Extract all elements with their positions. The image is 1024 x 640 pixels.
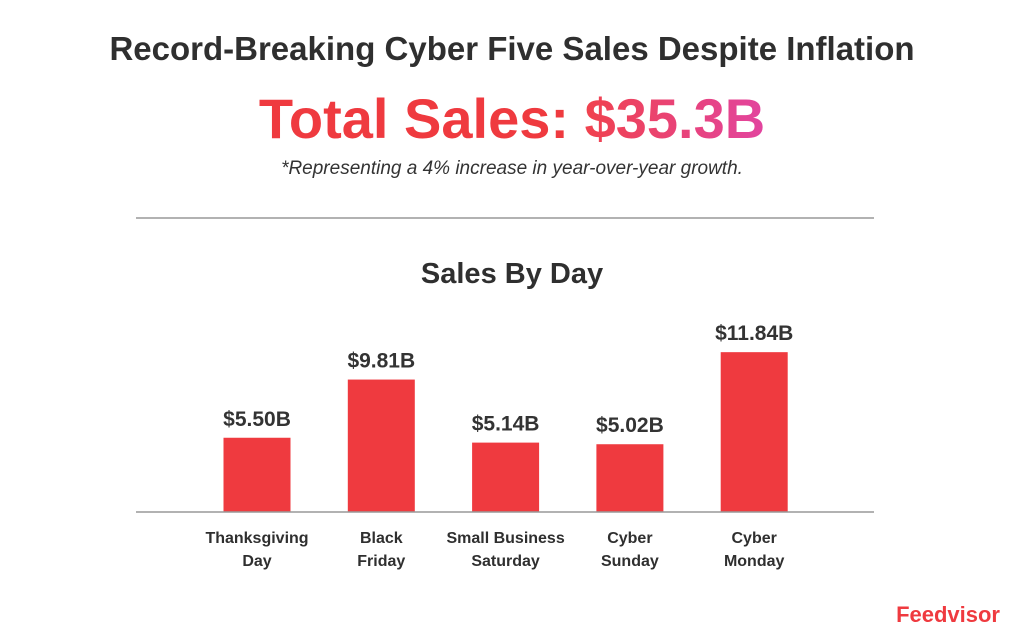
total-value: $35.3B	[584, 87, 766, 150]
value-label: $11.84B	[715, 322, 793, 345]
bar	[347, 379, 415, 512]
chart-title: Sales By Day	[420, 258, 604, 290]
x-tick-label: Black Friday	[357, 530, 406, 570]
value-label: $9.81B	[347, 350, 415, 373]
note: *Representing a 4% increase in year-over…	[281, 158, 743, 179]
headline: Record-Breaking Cyber Five Sales Despite…	[109, 30, 915, 67]
x-tick-label: Cyber Sunday	[600, 530, 659, 570]
brand-logo: Feedvisor	[896, 602, 1000, 627]
value-label: $5.14B	[472, 413, 540, 436]
bar	[596, 444, 664, 512]
value-label: $5.02B	[596, 414, 664, 437]
value-label: $5.50B	[223, 408, 291, 431]
bar	[223, 437, 291, 512]
total-sales: Total Sales: $35.3B	[0, 86, 1024, 151]
total-label: Total Sales:	[258, 87, 570, 150]
bar	[720, 352, 788, 512]
bar	[472, 442, 540, 512]
x-tick-label: Small Business Saturday	[446, 530, 565, 570]
x-tick-label: Thanksgiving Day	[205, 530, 309, 570]
x-tick-label: Cyber Monday	[723, 530, 785, 570]
